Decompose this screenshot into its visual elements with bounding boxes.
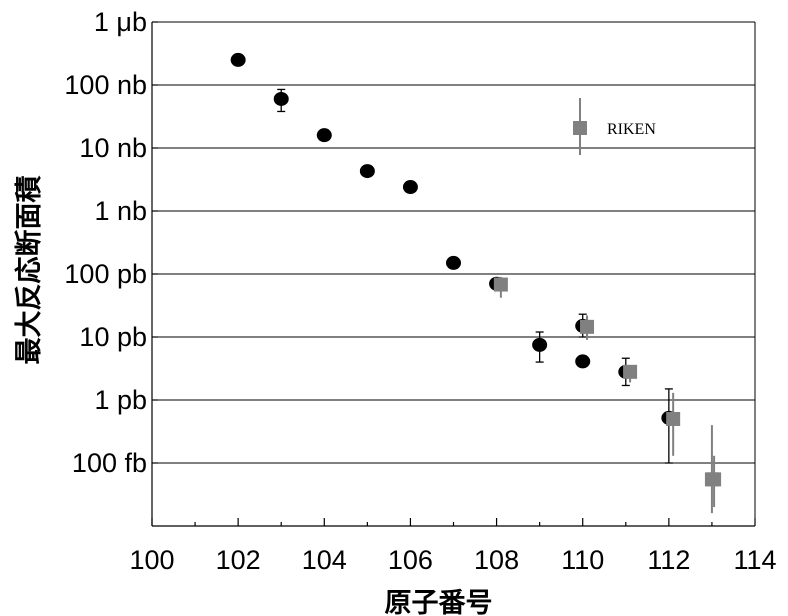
y-tick-label: 1 pb: [94, 385, 147, 415]
x-axis-title: 原子番号: [385, 588, 493, 616]
y-tick-labels: 1 μb 100 nb 10 nb 1 nb 100 pb 10 pb 1 pb 100 fb: [64, 7, 147, 478]
circle-point: [359, 164, 375, 179]
legend-marker: [573, 121, 587, 135]
circle-point: [316, 128, 332, 143]
circle-point: [273, 91, 289, 106]
grid-lines: [152, 21, 755, 464]
y-tick-label: 1 nb: [94, 196, 147, 226]
data-markers: [230, 52, 722, 487]
y-tick-label: 10 pb: [79, 322, 147, 352]
error-bars: [277, 88, 716, 514]
y-tick-label: 100 pb: [64, 259, 147, 289]
square-point: [580, 319, 595, 334]
x-tick-labels: 100 102 104 106 108 110 112 114: [129, 545, 776, 575]
y-axis-title: 最大反応断面積: [13, 176, 45, 365]
axes: [151, 21, 756, 527]
y-tick-label: 10 nb: [79, 133, 147, 163]
square-point: [666, 411, 681, 426]
x-tick-label: 100: [129, 545, 174, 575]
x-tick-label: 106: [388, 545, 433, 575]
circle-point: [532, 337, 548, 352]
square-point: [493, 277, 508, 292]
x-tick-label: 108: [474, 545, 519, 575]
square-point: [707, 472, 722, 487]
circle-point: [402, 180, 418, 195]
circle-point: [446, 255, 461, 270]
x-tick-label: 102: [216, 545, 261, 575]
x-tick-label: 104: [302, 545, 347, 575]
x-tick-label: 110: [561, 545, 604, 575]
legend: RIKEN: [573, 98, 656, 155]
x-tick-label: 114: [733, 545, 776, 575]
legend-label: RIKEN: [607, 121, 656, 138]
circle-point: [575, 354, 591, 369]
square-point: [623, 364, 638, 379]
y-tick-label: 100 fb: [72, 448, 147, 478]
y-tick-label: 1 μb: [94, 7, 147, 37]
circle-point: [230, 52, 246, 67]
y-tick-label: 100 nb: [64, 70, 147, 100]
x-tick-label: 112: [647, 545, 690, 575]
